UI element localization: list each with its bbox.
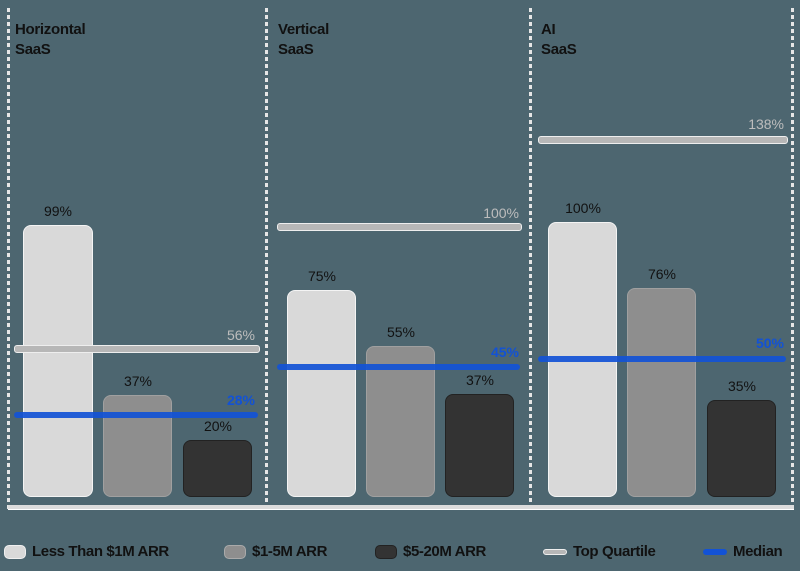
median-line xyxy=(277,364,520,370)
bar-value-label: 35% xyxy=(727,378,757,394)
panel-divider xyxy=(529,8,532,510)
panel-title: Horizontal SaaS xyxy=(15,20,86,60)
panel-ai-saas: AI SaaS 100% 76% 35% 138% 50% xyxy=(538,20,788,497)
panel-title-line2: SaaS xyxy=(541,41,577,58)
bar-less-than-1m[interactable] xyxy=(23,225,93,497)
median-label: 28% xyxy=(226,392,255,408)
legend-item-less-than-1m[interactable]: Less Than $1M ARR xyxy=(4,543,169,560)
bar-value-label: 37% xyxy=(465,372,495,388)
legend-item-5-20m[interactable]: $5-20M ARR xyxy=(375,543,486,560)
bar-5-20m[interactable] xyxy=(707,400,776,497)
panel-title-line2: SaaS xyxy=(278,41,314,58)
top-quartile-line xyxy=(14,345,260,353)
top-quartile-line xyxy=(538,136,788,144)
panel-horizontal-saas: Horizontal SaaS 99% 37% 20% 56% 28% xyxy=(0,0,266,510)
bar-1-5m[interactable] xyxy=(366,346,435,497)
panel-divider xyxy=(7,8,10,510)
bar-value-label: 75% xyxy=(307,268,337,284)
median-line xyxy=(14,412,258,418)
bar-1-5m[interactable] xyxy=(627,288,696,497)
bar-value-label: 100% xyxy=(565,200,601,216)
median-line xyxy=(538,356,786,362)
legend: Less Than $1M ARR $1-5M ARR $5-20M ARR T… xyxy=(0,543,800,563)
legend-label: $5-20M ARR xyxy=(403,543,486,560)
legend-item-median[interactable]: Median xyxy=(703,543,783,560)
panel-title-line1: Horizontal xyxy=(15,21,86,38)
legend-label: Top Quartile xyxy=(573,543,656,560)
top-quartile-label: 138% xyxy=(748,116,784,132)
bar-value-label: 99% xyxy=(43,203,73,219)
legend-line-icon xyxy=(703,548,727,555)
panel-vertical-saas: Vertical SaaS 75% 55% 37% 100% 45% xyxy=(277,20,522,497)
bar-value-label: 20% xyxy=(203,418,233,434)
median-label: 45% xyxy=(490,344,519,360)
legend-item-top-quartile[interactable]: Top Quartile xyxy=(543,543,656,560)
panel-title: Vertical SaaS xyxy=(278,20,329,60)
bar-value-label: 37% xyxy=(123,373,153,389)
panel-divider xyxy=(791,8,794,510)
legend-label: Median xyxy=(733,543,783,560)
bar-5-20m[interactable] xyxy=(445,394,514,497)
legend-item-1-5m[interactable]: $1-5M ARR xyxy=(224,543,327,560)
panel-title-line1: Vertical xyxy=(278,21,329,38)
bar-value-label: 55% xyxy=(386,324,416,340)
legend-swatch-icon xyxy=(224,544,246,559)
legend-swatch-icon xyxy=(375,544,397,559)
panel-divider xyxy=(265,8,268,510)
top-quartile-label: 56% xyxy=(226,327,255,343)
bar-less-than-1m[interactable] xyxy=(287,290,356,497)
median-label: 50% xyxy=(755,335,784,351)
panel-title-line1: AI xyxy=(541,21,556,38)
x-axis-baseline xyxy=(8,505,794,510)
panel-title-line2: SaaS xyxy=(15,41,51,58)
bar-value-label: 76% xyxy=(647,266,677,282)
top-quartile-line xyxy=(277,223,522,231)
bar-5-20m[interactable] xyxy=(183,440,252,497)
panel-title: AI SaaS xyxy=(541,20,577,60)
legend-line-icon xyxy=(543,548,567,555)
legend-swatch-icon xyxy=(4,544,26,559)
legend-label: Less Than $1M ARR xyxy=(32,543,169,560)
legend-label: $1-5M ARR xyxy=(252,543,328,560)
top-quartile-label: 100% xyxy=(483,205,519,221)
